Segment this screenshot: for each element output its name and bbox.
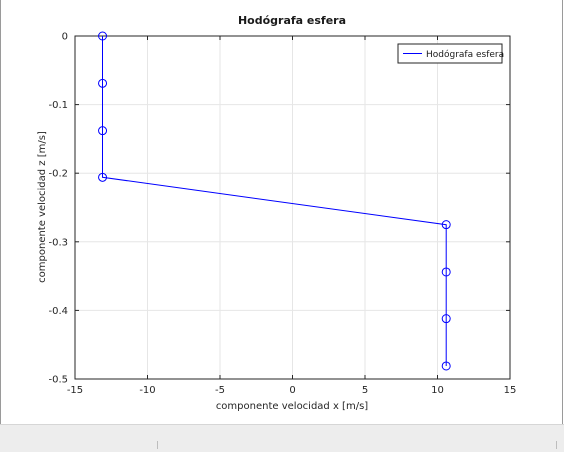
axis-ticks: -15 -10 -5 0 5 10 15 0 -0.1 -0.2 -0.3 -0.4 -0.5 <box>48 32 516 397</box>
y-tick-label: 0 <box>62 32 68 43</box>
chart-title: Hodógrafa esfera <box>238 14 346 27</box>
data-point-marker <box>98 31 108 41</box>
data-point-marker <box>98 126 108 136</box>
data-point-marker <box>441 361 451 371</box>
series-layer <box>98 31 451 371</box>
y-tick-label: -0.3 <box>48 237 68 248</box>
y-tick-label: -0.4 <box>48 306 68 317</box>
status-bar-divider <box>157 441 158 449</box>
x-axis-label: componente velocidad x [m/s] <box>216 401 368 412</box>
y-tick-label: -0.2 <box>48 169 68 180</box>
y-tick-label: -0.5 <box>48 375 68 386</box>
x-tick-label: 10 <box>431 385 444 396</box>
data-point-marker <box>98 78 108 88</box>
x-tick-label: -5 <box>215 385 225 396</box>
data-point-marker <box>98 172 108 182</box>
window-border-left <box>0 0 1 451</box>
figure-status-bar <box>0 424 564 452</box>
status-bar-grip <box>556 441 557 449</box>
y-axis-label: componente velocidad z [m/s] <box>37 131 48 283</box>
x-tick-label: 15 <box>504 385 517 396</box>
x-tick-label: 5 <box>362 385 368 396</box>
x-tick-label: -10 <box>139 385 155 396</box>
data-point-marker <box>441 267 451 277</box>
x-tick-label: -15 <box>67 385 83 396</box>
data-point-marker <box>441 220 451 230</box>
y-tick-label: -0.1 <box>48 100 68 111</box>
window-border-right <box>562 0 563 451</box>
series-line <box>102 36 447 366</box>
x-tick-label: 0 <box>289 385 295 396</box>
hodograph-chart: -15 -10 -5 0 5 10 15 0 -0.1 -0.2 -0.3 -0.4 -0.5 Hodó… <box>37 14 516 412</box>
legend-entry-label: Hodógrafa esfera <box>426 49 504 60</box>
legend-box <box>397 43 503 64</box>
grid-lines <box>74 35 511 380</box>
legend: Hodógrafa esfera <box>397 43 504 64</box>
data-point-marker <box>441 314 451 324</box>
